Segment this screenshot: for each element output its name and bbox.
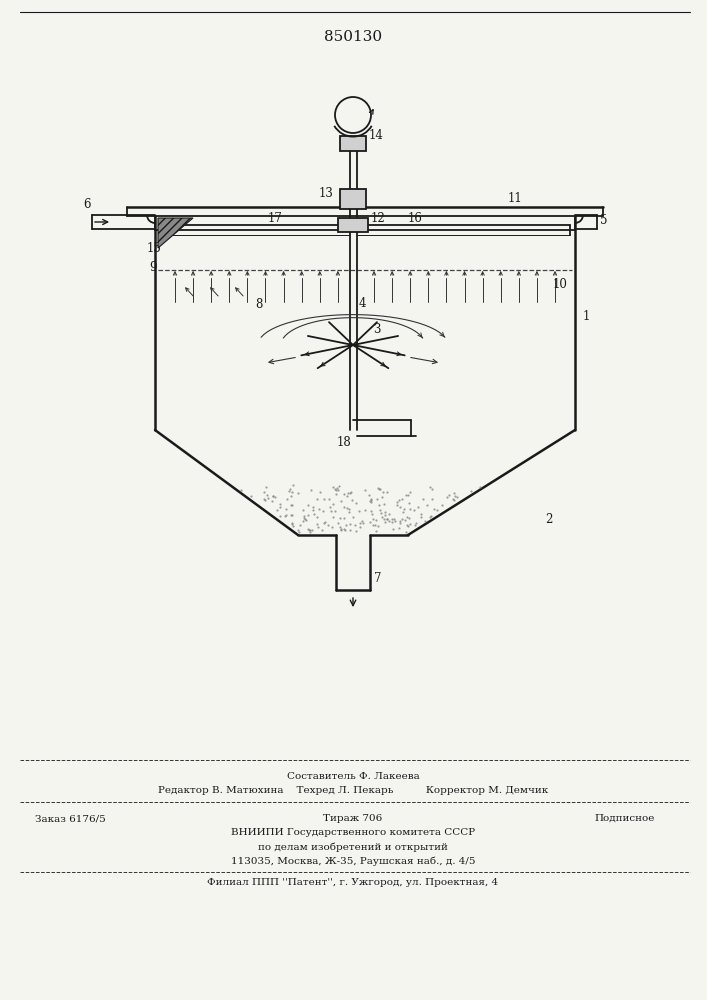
Text: 7: 7	[374, 572, 382, 585]
Text: Филиал ППП ''Патент'', г. Ужгород, ул. Проектная, 4: Филиал ППП ''Патент'', г. Ужгород, ул. П…	[207, 878, 498, 887]
Text: 11: 11	[508, 192, 522, 205]
Text: по делам изобретений и открытий: по делам изобретений и открытий	[258, 842, 448, 852]
Text: 16: 16	[408, 212, 423, 225]
Text: 6: 6	[83, 198, 90, 211]
Text: 14: 14	[369, 129, 384, 142]
Bar	[340, 189, 366, 209]
Text: 8: 8	[255, 298, 262, 311]
Text: Тираж 706: Тираж 706	[323, 814, 382, 823]
Text: 12: 12	[371, 212, 386, 225]
Text: 15: 15	[147, 242, 162, 255]
Text: 17: 17	[268, 212, 283, 225]
Text: 13: 13	[319, 187, 334, 200]
Text: ВНИИПИ Государственного комитета СССР: ВНИИПИ Государственного комитета СССР	[231, 828, 475, 837]
Text: 4: 4	[359, 297, 366, 310]
Text: 10: 10	[553, 278, 568, 291]
Text: Редактор В. Матюхина    Техред Л. Пекарь          Корректор М. Демчик: Редактор В. Матюхина Техред Л. Пекарь Ко…	[158, 786, 548, 795]
Text: 5: 5	[600, 214, 607, 227]
Text: Составитель Ф. Лакеева: Составитель Ф. Лакеева	[286, 772, 419, 781]
Text: Заказ 6176/5: Заказ 6176/5	[35, 814, 106, 823]
Text: 2: 2	[545, 513, 552, 526]
Text: 113035, Москва, Ж-35, Раушская наб., д. 4/5: 113035, Москва, Ж-35, Раушская наб., д. …	[230, 856, 475, 865]
Bar	[338, 218, 368, 232]
Text: Подписное: Подписное	[595, 814, 655, 823]
Polygon shape	[158, 218, 193, 248]
Text: 850130: 850130	[324, 30, 382, 44]
Bar	[340, 136, 366, 151]
Text: 3: 3	[373, 323, 380, 336]
Text: 18: 18	[337, 436, 352, 449]
Text: 9: 9	[149, 261, 156, 274]
Text: 1: 1	[583, 310, 590, 323]
